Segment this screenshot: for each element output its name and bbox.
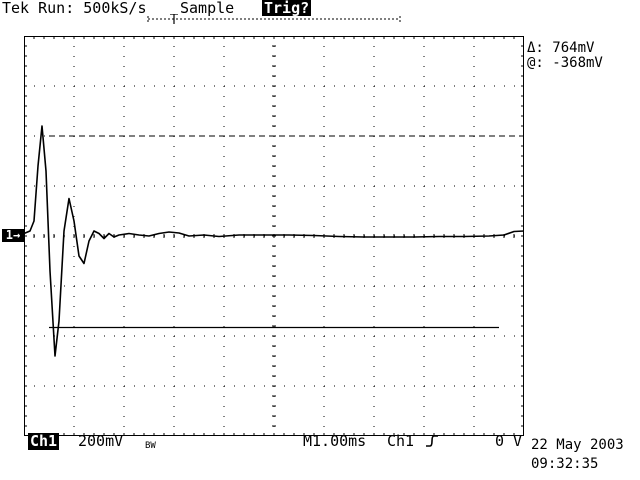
run-status: Tek Run: 500kS/s bbox=[2, 0, 147, 17]
channel1-ground-marker[interactable]: 1→ bbox=[2, 229, 24, 242]
status-bar: Tek Run: 500kS/s Sample Trig? bbox=[0, 0, 312, 16]
cursor-at-readout: @: -368mV bbox=[527, 55, 603, 71]
channel1-label[interactable]: Ch1 bbox=[28, 432, 60, 450]
capture-date: 22 May 2003 bbox=[531, 437, 624, 453]
trigger-level: 0 V bbox=[495, 432, 523, 450]
acquisition-mode: Sample bbox=[180, 0, 235, 17]
vertical-scale: 200mV bbox=[78, 432, 124, 450]
trigger-source: Ch1 bbox=[387, 432, 415, 450]
bandwidth-limit-indicator: BW bbox=[145, 441, 156, 451]
trigger-position-marker-icon bbox=[170, 14, 178, 24]
capture-time: 09:32:35 bbox=[531, 456, 599, 472]
rising-edge-icon bbox=[426, 435, 438, 447]
waveform-display bbox=[24, 36, 524, 436]
timebase-readout: M1.00ms bbox=[303, 432, 367, 450]
channel1-trace bbox=[24, 125, 524, 357]
record-position-bracket bbox=[147, 14, 401, 24]
trigger-status-badge: Trig? bbox=[262, 0, 312, 17]
cursor-delta-readout: Δ: 764mV bbox=[527, 40, 595, 56]
waveform-graticule bbox=[24, 36, 524, 436]
